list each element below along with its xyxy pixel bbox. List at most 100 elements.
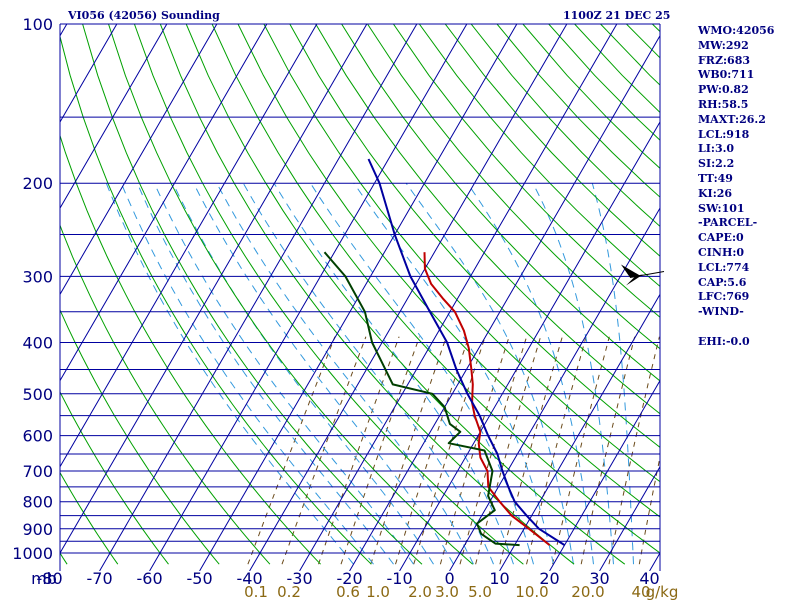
pressure-unit-label: mb xyxy=(31,569,57,588)
moist-adiabat xyxy=(105,183,354,565)
moist-adiabat xyxy=(467,182,594,565)
index-row: PW:0.82 xyxy=(698,83,749,97)
dry-adiabat xyxy=(60,134,321,565)
dry-adiabat xyxy=(367,24,660,350)
index-row: EHI:-0.0 xyxy=(698,334,750,348)
isobar-lines xyxy=(59,23,661,571)
mixing-ratio-line xyxy=(439,336,510,565)
temperature-tick-label: 10 xyxy=(489,569,509,588)
dry-adiabat xyxy=(60,223,271,565)
dry-adiabat xyxy=(60,390,169,565)
index-row: CAPE:0 xyxy=(698,231,744,245)
wind-barb-pennant xyxy=(626,274,643,286)
temperature-tick-label: -10 xyxy=(386,569,412,588)
mixing-ratio-label: 40 xyxy=(631,583,650,600)
wind-barb-pennant xyxy=(621,264,640,278)
pressure-tick-label: 500 xyxy=(22,385,53,404)
mixing-ratio-label: 5.0 xyxy=(468,583,492,600)
moist-adiabat xyxy=(153,182,414,565)
dry-adiabat xyxy=(185,24,626,565)
mixing-ratio-line xyxy=(340,336,420,565)
dry-adiabat xyxy=(315,24,660,415)
index-row: FRZ:683 xyxy=(698,53,751,67)
dry-adiabat xyxy=(341,24,660,382)
temperature-tick-label: -40 xyxy=(236,569,262,588)
mixing-ratio-labels: 0.1 0.2 0.6 1.0 2.0 3.0 5.0 10.0 20.0 40g/kg xyxy=(244,583,678,600)
temperature-tick-label: -20 xyxy=(336,569,362,588)
pressure-tick-label: 300 xyxy=(22,267,53,286)
isotherm-line xyxy=(199,24,518,571)
temperature-tick-label: -50 xyxy=(186,569,212,588)
mixing-ratio-label: 2.0 xyxy=(408,583,432,600)
isotherm-line xyxy=(399,120,660,571)
pressure-tick-label: 700 xyxy=(22,462,53,481)
mixing-ratio-line xyxy=(413,336,486,565)
sounding-time: 1100Z 21 DEC 25 xyxy=(563,9,671,22)
moist-adiabat xyxy=(353,182,554,565)
pressure-axis-labels: 100 200 300 400 500 600 700 800 900 1000 xyxy=(12,15,53,563)
temperature-axis-labels: mb-80 -70 -60 -50 -40 -30 -20 -10 0 10 20 30 40 xyxy=(31,569,660,588)
moist-adiabat xyxy=(120,183,374,565)
mixing-ratio-label: 1.0 xyxy=(366,583,390,600)
temperature-tick-label: 20 xyxy=(539,569,559,588)
isotherm-line xyxy=(499,293,660,571)
mixing-ratio-line xyxy=(638,454,660,565)
index-row: WB0:711 xyxy=(698,68,755,82)
dry-adiabat xyxy=(237,24,660,518)
indices-panel: WMO:42056 MW:292 FRZ:683 WB0:711 PW:0.82 RH:5… xyxy=(698,24,774,350)
isotherm-line xyxy=(60,24,218,296)
mixing-ratio-label: 3.0 xyxy=(435,583,459,600)
mixing-ratio-unit-label: g/kg xyxy=(646,583,679,600)
isotherm-line xyxy=(60,24,168,210)
index-row: MAXT:26.2 xyxy=(698,112,766,126)
isotherm-line xyxy=(349,34,660,571)
index-row: LI:3.0 xyxy=(698,142,735,156)
mixing-ratio-label: 0.6 xyxy=(336,583,360,600)
index-spacer xyxy=(698,320,774,335)
dry-adiabat xyxy=(60,308,220,565)
isotherm-line xyxy=(60,24,268,382)
dry-adiabat xyxy=(60,471,119,565)
moist-adiabat xyxy=(273,182,514,565)
moist-adiabat xyxy=(242,182,494,565)
temperature-tick-label: -80 xyxy=(36,569,62,588)
dry-adiabat xyxy=(782,24,800,564)
mixing-ratio-label: 0.1 xyxy=(244,583,268,600)
pressure-tick-label: 900 xyxy=(22,520,53,539)
mixing-ratio-line xyxy=(608,336,660,565)
dry-adiabat xyxy=(108,24,474,565)
mixing-ratio-line xyxy=(281,336,367,565)
sounding-trace xyxy=(367,158,566,546)
isotherm-line xyxy=(60,24,68,37)
temperature-tick-label: -60 xyxy=(136,569,162,588)
dry-adiabat xyxy=(211,24,660,554)
isotherm-line xyxy=(449,207,660,571)
mixing-ratio-label: 0.2 xyxy=(277,583,301,600)
moist-adiabat xyxy=(591,183,634,565)
temperature-tick-label: 0 xyxy=(444,569,454,588)
index-heading: -PARCEL- xyxy=(698,216,758,230)
index-row: RH:58.5 xyxy=(698,97,749,111)
index-row: MW:292 xyxy=(698,38,749,52)
index-heading: -WIND- xyxy=(698,305,744,319)
index-row: WMO:42056 xyxy=(698,24,775,37)
sounding-trace xyxy=(323,251,520,547)
index-row: CINH:0 xyxy=(698,245,745,259)
isotherm-line xyxy=(249,24,568,571)
moist-adiabat xyxy=(310,182,534,565)
mixing-ratio-label: 20.0 xyxy=(571,583,604,600)
isotherm-line xyxy=(60,24,118,123)
mixing-ratio-label: 10.0 xyxy=(515,583,548,600)
dry-adiabat xyxy=(133,24,524,565)
sounding-title: VI056 (42056) Sounding xyxy=(68,9,220,22)
temperature-tick-label: -70 xyxy=(86,569,112,588)
moist-adiabat xyxy=(405,182,574,565)
isotherm-line xyxy=(299,24,618,571)
sounding-traces xyxy=(323,158,566,547)
dry-adiabat xyxy=(82,24,423,565)
mixing-ratio-line xyxy=(459,336,528,565)
isotherm-lines xyxy=(60,24,660,571)
temperature-tick-label: 40 xyxy=(639,569,659,588)
index-row: CAP:5.6 xyxy=(698,275,747,289)
